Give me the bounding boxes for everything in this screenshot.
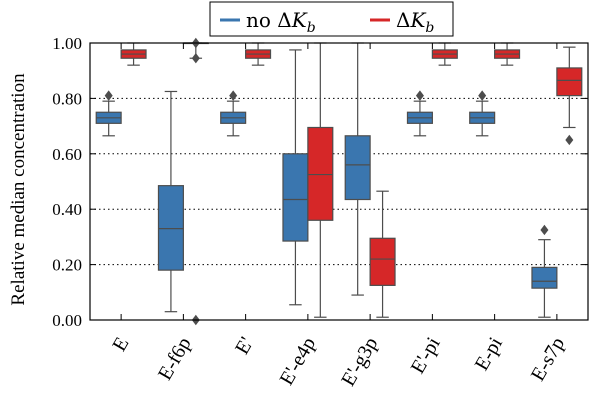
y-tick-label: 1.00 xyxy=(52,34,82,53)
plot-frame xyxy=(89,42,589,321)
box-no-delta-kb-4 xyxy=(344,42,371,296)
outlier-point xyxy=(229,90,238,101)
box-delta-kb-5 xyxy=(431,42,458,66)
box-no-delta-kb-7 xyxy=(531,224,558,318)
box-delta-kb-7 xyxy=(556,46,583,146)
legend-box xyxy=(209,1,454,37)
outlier-point xyxy=(191,53,200,64)
legend: no ΔKb ΔKb xyxy=(209,1,454,37)
box-delta-kb-3 xyxy=(307,42,334,318)
x-tick-label: E' xyxy=(231,334,258,359)
grid-lines xyxy=(90,97,588,266)
box-no-delta-kb-2 xyxy=(220,90,247,137)
x-tick-label: E-pi xyxy=(471,333,507,374)
box xyxy=(282,153,309,242)
box-delta-kb-6 xyxy=(494,42,521,66)
box xyxy=(369,237,396,286)
box-series xyxy=(95,37,583,326)
box xyxy=(556,67,583,97)
box-delta-kb-0 xyxy=(120,42,147,66)
box-no-delta-kb-1 xyxy=(157,90,184,313)
outlier-point xyxy=(478,90,487,101)
box-delta-kb-4 xyxy=(369,190,396,318)
y-tick-label: 0.60 xyxy=(52,145,82,164)
legend-entry-delta-kb: ΔKb xyxy=(396,8,434,36)
outlier-point xyxy=(540,224,549,236)
x-tick-label: E'-g3p xyxy=(337,334,382,390)
box xyxy=(531,266,558,289)
box xyxy=(344,135,371,201)
box-delta-kb-2 xyxy=(245,42,272,66)
box xyxy=(157,185,184,271)
box-delta-kb-1 xyxy=(182,37,209,326)
x-tick-label: E xyxy=(108,334,133,356)
x-tick-label: E'-e4p xyxy=(275,334,320,389)
x-tick-label: E-s7p xyxy=(527,334,569,385)
y-tick-label: 0.00 xyxy=(52,311,82,330)
box-no-delta-kb-6 xyxy=(469,90,496,137)
outlier-point xyxy=(565,134,574,146)
y-tick-label: 0.80 xyxy=(52,89,82,108)
y-tick-label: 0.40 xyxy=(52,200,82,219)
y-tick-label: 0.20 xyxy=(52,256,82,275)
box xyxy=(307,126,334,221)
y-axis: 0.00 0.20 0.40 0.60 0.80 1.00 xyxy=(52,34,588,330)
y-axis-label: Relative median concentration xyxy=(8,73,29,306)
outlier-point xyxy=(415,90,424,101)
x-tick-label: E-f6p xyxy=(154,334,196,384)
outlier-point xyxy=(104,90,113,101)
box-no-delta-kb-3 xyxy=(282,49,309,306)
box-no-delta-kb-0 xyxy=(95,90,122,137)
box-no-delta-kb-5 xyxy=(406,90,433,137)
legend-entry-no-delta-kb: no ΔKb xyxy=(246,8,316,36)
x-tick-label: E'-pi xyxy=(407,333,445,377)
